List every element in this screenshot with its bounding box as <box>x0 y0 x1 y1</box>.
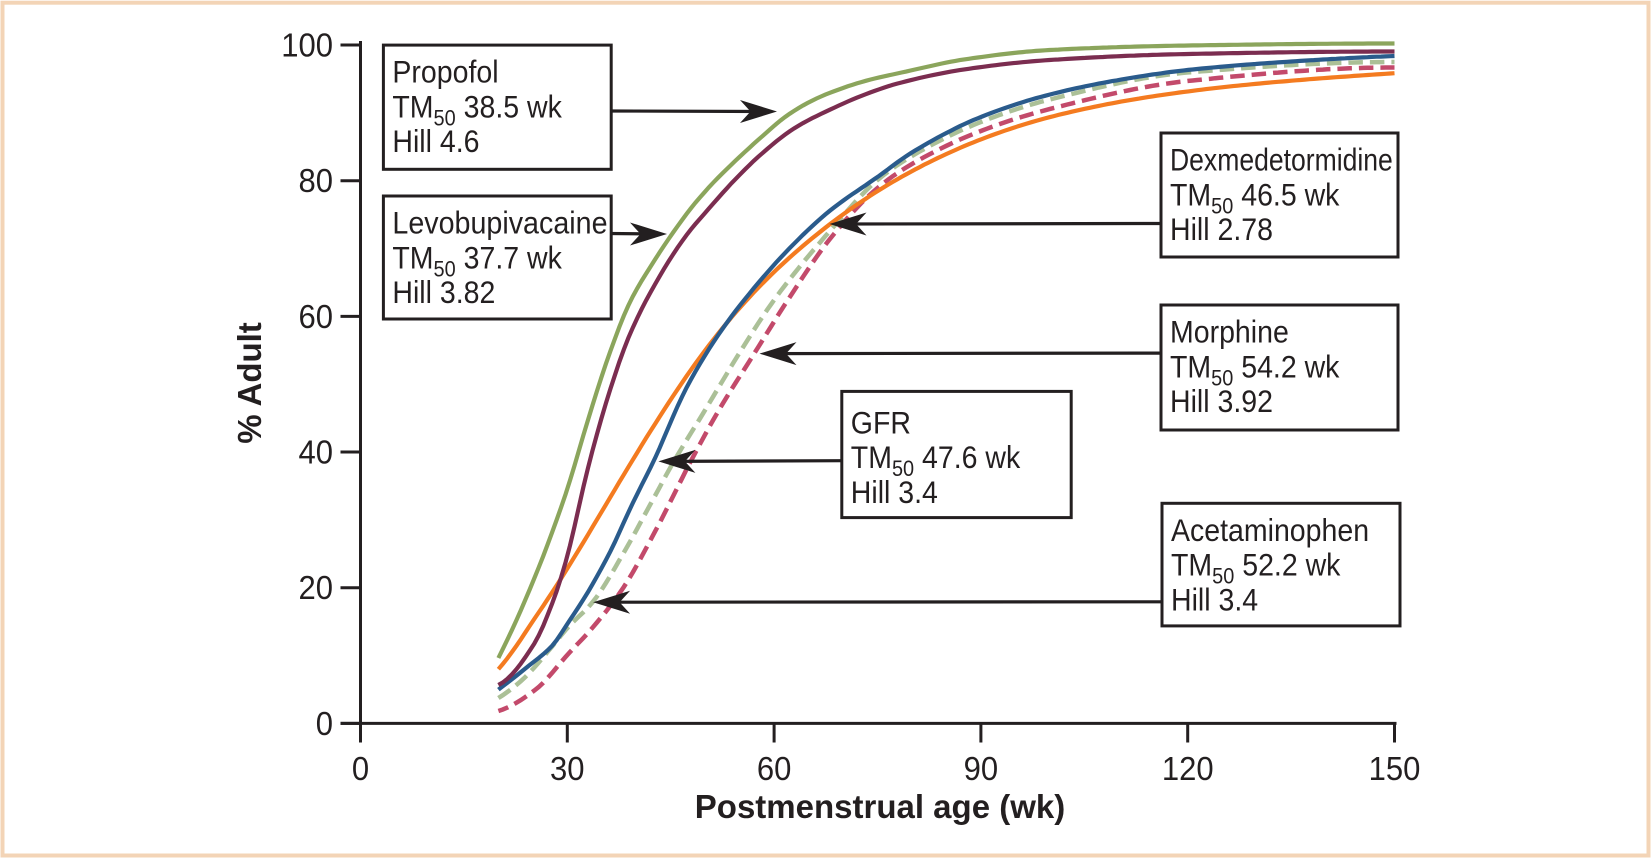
svg-text:Hill 4.6: Hill 4.6 <box>392 125 479 160</box>
svg-text:80: 80 <box>298 162 333 199</box>
svg-text:GFR: GFR <box>851 406 911 441</box>
svg-text:Hill 3.82: Hill 3.82 <box>392 276 495 311</box>
svg-text:Hill 3.4: Hill 3.4 <box>851 476 938 511</box>
svg-text:Hill 3.92: Hill 3.92 <box>1170 385 1273 420</box>
svg-text:% Adult: % Adult <box>231 322 268 444</box>
svg-text:20: 20 <box>298 569 333 606</box>
svg-text:40: 40 <box>298 434 333 471</box>
svg-text:120: 120 <box>1162 750 1214 787</box>
svg-text:60: 60 <box>757 750 792 787</box>
svg-text:0: 0 <box>352 750 369 787</box>
svg-text:Dexmedetormidine: Dexmedetormidine <box>1170 143 1393 178</box>
svg-text:Hill 3.4: Hill 3.4 <box>1171 583 1258 618</box>
svg-text:60: 60 <box>298 298 333 335</box>
svg-text:Morphine: Morphine <box>1170 315 1289 350</box>
svg-text:Hill 2.78: Hill 2.78 <box>1170 213 1273 248</box>
svg-text:30: 30 <box>550 750 585 787</box>
svg-text:Acetaminophen: Acetaminophen <box>1171 514 1369 549</box>
svg-text:90: 90 <box>964 750 999 787</box>
svg-text:100: 100 <box>281 27 333 64</box>
svg-text:Postmenstrual age (wk): Postmenstrual age (wk) <box>695 788 1065 825</box>
svg-text:150: 150 <box>1369 750 1421 787</box>
svg-text:Levobupivacaine: Levobupivacaine <box>392 206 607 241</box>
svg-text:0: 0 <box>316 705 333 742</box>
svg-text:Propofol: Propofol <box>392 55 498 90</box>
